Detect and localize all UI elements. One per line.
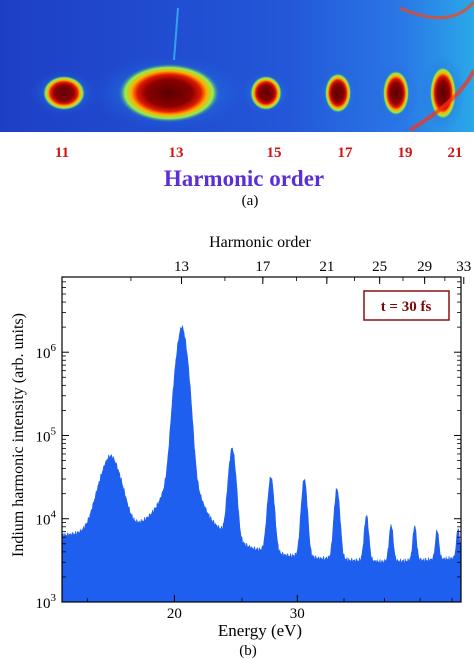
harmonic-spot: [117, 63, 221, 123]
x-tick-label: 30: [290, 606, 305, 622]
y-tick-label: 106: [36, 342, 57, 362]
intensity-spectrum-area: [61, 324, 462, 603]
harmonic-order-title: Harmonic order: [164, 166, 324, 191]
order-labels: 11 13 15 17 19 21: [55, 145, 463, 161]
top-x-axis-title: Harmonic order: [209, 234, 311, 251]
harmonic-spot: [382, 70, 410, 116]
spectrum-arc: [399, 0, 474, 20]
top-tick-label: 29: [417, 259, 432, 275]
harmonic-spots: [28, 0, 474, 133]
harmonic-spot: [429, 66, 457, 120]
harmonic-spot: [324, 72, 352, 114]
order-label-11: 11: [55, 145, 69, 161]
order-label-15: 15: [267, 145, 282, 161]
y-tick-label: 105: [36, 425, 57, 445]
order-label-13: 13: [169, 145, 184, 161]
harmonic-spot: [42, 75, 86, 111]
y-tick-label: 104: [36, 509, 57, 529]
spectrum-arc: [408, 69, 474, 132]
top-tick-label: 21: [319, 259, 334, 275]
top-tick-label: 13: [174, 259, 189, 275]
top-tick-label: 25: [372, 259, 387, 275]
x-tick-label: 20: [167, 606, 182, 622]
harmonic-intensity-chart: 103 104 105 106 20 30 13 17 21 25 29 33 Harmonic or…: [10, 234, 472, 659]
order-label-19: 19: [398, 145, 413, 161]
top-tick-label: 33: [456, 259, 471, 275]
harmonic-spectrum-panel: 11 13 15 17 19 21 Harmonic order (a): [0, 0, 474, 209]
x-axis-title: Energy (eV): [218, 621, 302, 640]
order-label-17: 17: [338, 145, 354, 161]
y-tick-label: 103: [36, 592, 57, 612]
caption-b: (b): [239, 643, 257, 659]
y-axis-title: Indium harmonic intensity (arb. units): [10, 313, 27, 557]
order-label-21: 21: [448, 145, 463, 161]
harmonic-spot: [249, 75, 283, 111]
axes: 103 104 105 106 20 30 13 17 21 25 29 33: [36, 259, 472, 622]
caption-a: (a): [242, 193, 259, 209]
spectrum-streak: [173, 7, 179, 61]
time-badge: t = 30 fs: [363, 290, 450, 321]
plot-area: [61, 277, 462, 603]
time-badge-text: t = 30 fs: [381, 299, 432, 315]
top-tick-label: 17: [255, 259, 271, 275]
